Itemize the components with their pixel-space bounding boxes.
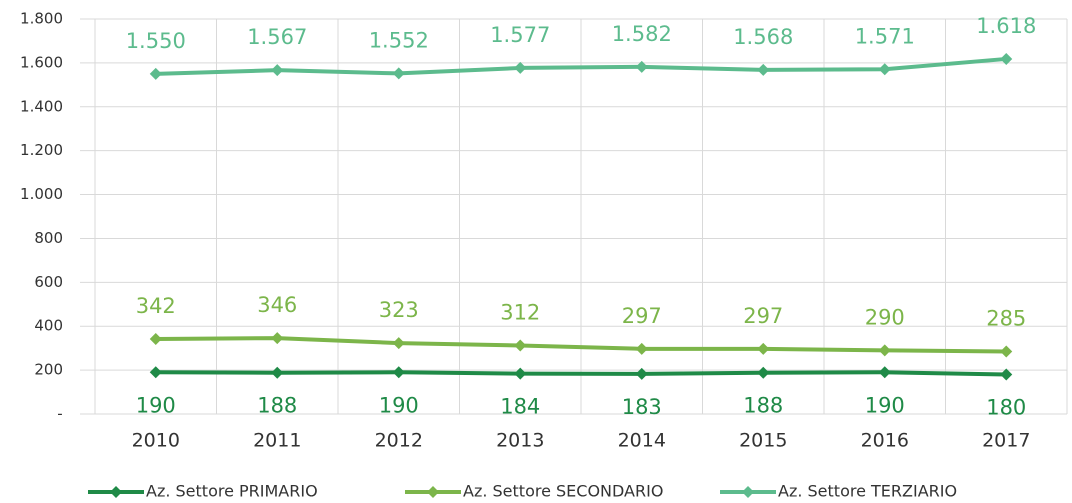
legend-label: Az. Settore PRIMARIO: [146, 482, 318, 501]
y-tick-label: 1.000: [20, 185, 63, 203]
data-label: 1.618: [976, 14, 1036, 38]
marker: [1000, 368, 1013, 381]
data-label: 1.571: [855, 24, 915, 48]
data-label: 1.550: [126, 29, 186, 53]
x-tick-label: 2016: [861, 430, 909, 452]
x-tick-label: 2011: [253, 430, 301, 452]
marker: [1000, 52, 1013, 65]
x-tick-label: 2013: [496, 430, 544, 452]
marker: [635, 60, 648, 73]
marker: [149, 366, 162, 379]
x-tick-label: 2012: [375, 430, 423, 452]
data-label: 285: [986, 306, 1026, 330]
marker: [514, 367, 527, 380]
data-label: 342: [136, 294, 176, 318]
data-label: 1.567: [247, 25, 307, 49]
x-tick-label: 2017: [982, 430, 1030, 452]
data-label: 190: [136, 393, 176, 417]
marker: [878, 344, 891, 357]
legend-marker: [427, 486, 439, 498]
legend-marker: [110, 486, 122, 498]
data-label: 1.582: [612, 22, 672, 46]
data-label: 188: [257, 394, 297, 418]
series-line: [155, 370, 1007, 377]
marker: [757, 63, 770, 76]
marker: [514, 339, 527, 352]
data-label: 183: [622, 395, 662, 419]
marker: [757, 366, 770, 379]
data-label: 1.552: [369, 28, 429, 52]
x-tick-label: 2010: [132, 430, 180, 452]
marker: [271, 366, 284, 379]
data-label: 297: [743, 304, 783, 328]
marker: [635, 342, 648, 355]
y-tick-label: 600: [34, 273, 63, 291]
x-tick-label: 2015: [739, 430, 787, 452]
data-label: 290: [865, 305, 905, 329]
y-tick-label: -: [57, 405, 62, 423]
data-label: 190: [865, 393, 905, 417]
series-line: [155, 336, 1007, 354]
marker: [149, 67, 162, 80]
marker: [392, 366, 405, 379]
data-label: 312: [500, 301, 540, 325]
y-tick-label: 1.600: [20, 53, 63, 71]
y-tick-label: 1.400: [20, 97, 63, 115]
marker: [149, 332, 162, 345]
data-label: 1.577: [490, 23, 550, 47]
marker: [392, 337, 405, 350]
data-label: 297: [622, 304, 662, 328]
marker: [392, 67, 405, 80]
data-label: 184: [500, 395, 540, 419]
y-tick-label: 1.800: [20, 10, 63, 28]
marker: [757, 342, 770, 355]
data-label: 188: [743, 394, 783, 418]
legend-label: Az. Settore TERZIARIO: [778, 482, 957, 501]
y-tick-label: 800: [34, 229, 63, 247]
x-tick-label: 2014: [618, 430, 666, 452]
data-label: 1.568: [733, 25, 793, 49]
legend-marker: [742, 486, 754, 498]
data-label: 190: [379, 393, 419, 417]
y-tick-label: 400: [34, 317, 63, 335]
data-label: 180: [986, 396, 1026, 420]
marker: [514, 61, 527, 74]
marker: [271, 64, 284, 77]
y-tick-label: 200: [34, 361, 63, 379]
series-line: [155, 56, 1007, 76]
marker: [271, 332, 284, 345]
marker: [878, 366, 891, 379]
marker: [1000, 345, 1013, 358]
y-tick-label: 1.200: [20, 141, 63, 159]
data-label: 323: [379, 298, 419, 322]
marker: [878, 63, 891, 76]
data-label: 346: [257, 293, 297, 317]
marker: [635, 367, 648, 380]
legend-label: Az. Settore SECONDARIO: [463, 482, 663, 501]
